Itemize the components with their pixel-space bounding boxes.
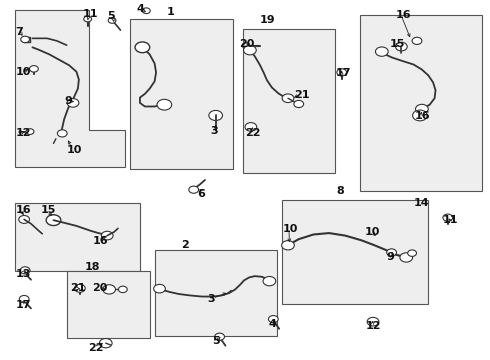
Circle shape xyxy=(19,296,29,303)
Text: 20: 20 xyxy=(239,40,254,49)
Circle shape xyxy=(74,284,85,292)
Text: 11: 11 xyxy=(83,9,98,19)
Circle shape xyxy=(263,276,276,286)
Text: 3: 3 xyxy=(210,126,218,135)
Circle shape xyxy=(413,110,427,121)
Text: 4: 4 xyxy=(137,4,145,14)
Text: 11: 11 xyxy=(443,215,458,225)
Bar xyxy=(15,203,140,271)
Text: 8: 8 xyxy=(337,186,344,197)
Text: 22: 22 xyxy=(88,343,103,353)
Circle shape xyxy=(84,16,92,22)
Text: 2: 2 xyxy=(181,240,189,250)
Circle shape xyxy=(135,42,150,53)
Text: 9: 9 xyxy=(64,96,72,106)
Circle shape xyxy=(67,99,79,107)
Text: 1: 1 xyxy=(167,7,174,17)
Text: 16: 16 xyxy=(415,111,431,121)
Text: 12: 12 xyxy=(15,128,31,138)
Circle shape xyxy=(99,338,112,348)
Text: 13: 13 xyxy=(15,269,31,279)
Circle shape xyxy=(29,66,38,72)
Circle shape xyxy=(189,186,198,193)
Circle shape xyxy=(46,215,61,226)
Text: 9: 9 xyxy=(387,252,394,262)
Polygon shape xyxy=(15,10,125,167)
Circle shape xyxy=(282,240,294,250)
Text: 17: 17 xyxy=(335,68,351,78)
Circle shape xyxy=(245,123,257,131)
Text: 16: 16 xyxy=(93,236,108,246)
Circle shape xyxy=(412,37,422,44)
Circle shape xyxy=(101,231,113,240)
Circle shape xyxy=(282,94,294,103)
Text: 15: 15 xyxy=(390,40,405,49)
Text: 5: 5 xyxy=(212,336,220,346)
Bar xyxy=(282,200,428,304)
Text: 10: 10 xyxy=(365,227,380,237)
Circle shape xyxy=(244,45,256,55)
Text: 21: 21 xyxy=(294,90,309,100)
Text: 15: 15 xyxy=(41,205,56,215)
Circle shape xyxy=(57,130,67,137)
Circle shape xyxy=(215,333,224,340)
Text: 12: 12 xyxy=(366,321,382,331)
Text: 21: 21 xyxy=(70,283,86,293)
Bar xyxy=(243,30,335,173)
Text: 16: 16 xyxy=(395,10,411,20)
Text: 10: 10 xyxy=(15,67,31,77)
Text: 7: 7 xyxy=(15,27,23,37)
Circle shape xyxy=(209,111,222,121)
Circle shape xyxy=(416,104,428,114)
Text: 4: 4 xyxy=(269,319,276,329)
Circle shape xyxy=(367,318,379,326)
Text: 6: 6 xyxy=(197,189,205,199)
Circle shape xyxy=(108,18,116,23)
Circle shape xyxy=(375,47,388,56)
Circle shape xyxy=(337,69,346,76)
Circle shape xyxy=(103,285,116,294)
Circle shape xyxy=(408,250,416,256)
Circle shape xyxy=(21,36,29,42)
Circle shape xyxy=(443,214,453,221)
Bar xyxy=(155,250,277,336)
Circle shape xyxy=(20,267,30,274)
Bar xyxy=(130,19,233,169)
Circle shape xyxy=(269,316,278,323)
Text: 20: 20 xyxy=(93,283,108,293)
Circle shape xyxy=(242,42,250,48)
Text: 17: 17 xyxy=(15,300,31,310)
Circle shape xyxy=(143,8,150,14)
Text: 3: 3 xyxy=(207,294,215,304)
Circle shape xyxy=(119,286,127,293)
Circle shape xyxy=(387,249,396,256)
Bar xyxy=(360,15,482,191)
Bar xyxy=(67,271,150,338)
Circle shape xyxy=(157,99,171,110)
Circle shape xyxy=(395,42,407,51)
Text: 10: 10 xyxy=(283,225,298,234)
Circle shape xyxy=(19,216,29,224)
Text: 18: 18 xyxy=(85,262,100,272)
Circle shape xyxy=(154,284,165,293)
Circle shape xyxy=(294,100,304,108)
Text: 22: 22 xyxy=(245,128,261,138)
Text: 10: 10 xyxy=(67,145,82,155)
Text: 5: 5 xyxy=(107,12,115,22)
Text: 14: 14 xyxy=(414,198,429,208)
Circle shape xyxy=(400,253,413,262)
Text: 19: 19 xyxy=(260,15,275,26)
Text: 16: 16 xyxy=(15,205,31,215)
Circle shape xyxy=(26,129,34,134)
